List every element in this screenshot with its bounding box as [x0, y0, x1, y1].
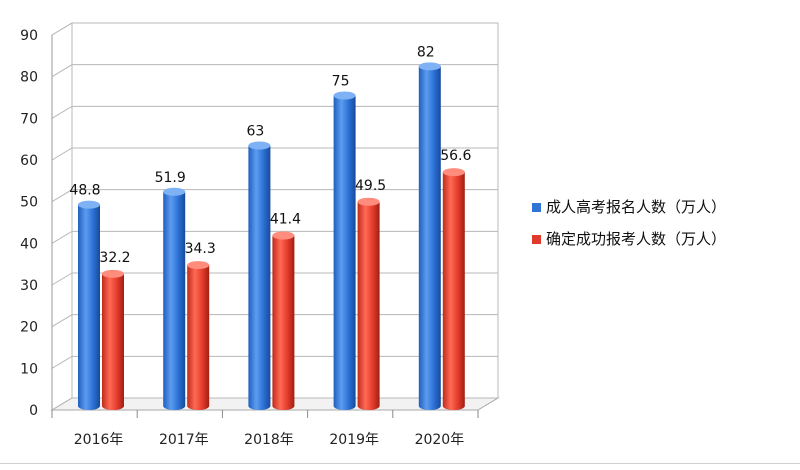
bar-body — [78, 204, 100, 410]
bar-top — [442, 168, 465, 177]
data-label: 48.8 — [69, 183, 100, 199]
data-label: 34.3 — [185, 241, 216, 257]
data-label: 82 — [417, 44, 435, 60]
bar-top — [78, 200, 100, 209]
legend-label: 确定成功报考人数（万人） — [546, 230, 726, 248]
bar-confirmed — [102, 269, 124, 410]
legend-label: 成人高考报名人数（万人） — [546, 198, 726, 216]
y-tick-label: 50 — [20, 195, 38, 211]
gridline — [51, 22, 498, 36]
y-tick-label: 70 — [20, 111, 38, 127]
x-tick-label: 2016年 — [74, 432, 124, 448]
x-tick-label: 2017年 — [159, 432, 209, 448]
data-label: 63 — [246, 124, 264, 140]
gridline — [51, 355, 498, 369]
gridline — [51, 397, 498, 411]
bar-top — [418, 62, 441, 71]
y-tick-label: 60 — [20, 153, 38, 169]
data-label: 49.5 — [355, 178, 386, 194]
bar-confirmed — [357, 197, 380, 410]
legend-swatch — [532, 203, 541, 212]
x-tick-label: 2020年 — [415, 432, 465, 448]
x-tick-label: 2019年 — [329, 432, 379, 448]
bar-registered — [248, 141, 271, 410]
bar-registered — [78, 200, 100, 410]
data-label: 51.9 — [155, 170, 186, 186]
chart-side-wall — [51, 22, 73, 411]
y-tick-label: 80 — [20, 70, 38, 86]
bar-body — [272, 235, 295, 410]
bar-body — [333, 95, 356, 410]
bar-top — [102, 269, 124, 278]
bar-registered — [333, 91, 356, 410]
bar-body — [248, 145, 271, 410]
bar-top — [187, 261, 210, 270]
bar-body — [357, 201, 380, 410]
legend-swatch — [532, 235, 541, 244]
data-label: 41.4 — [270, 212, 301, 228]
bar-confirmed — [187, 261, 210, 410]
gridline — [51, 230, 498, 244]
bar-top — [333, 91, 356, 100]
data-label: 75 — [332, 74, 350, 90]
gridline — [51, 189, 498, 203]
bar-confirmed — [442, 168, 465, 410]
bar-body — [163, 191, 186, 410]
gridline — [51, 314, 498, 328]
y-tick-label: 30 — [20, 278, 38, 294]
bar-body — [442, 172, 465, 410]
bar-top — [357, 197, 380, 206]
bar-confirmed — [272, 231, 295, 410]
bar-registered — [418, 62, 441, 410]
bar-body — [418, 66, 441, 410]
y-tick-label: 20 — [20, 320, 38, 336]
bar-registered — [163, 187, 186, 410]
y-tick-label: 90 — [20, 28, 38, 44]
gridline — [51, 272, 498, 286]
data-label: 32.2 — [99, 250, 130, 266]
bar-body — [187, 265, 210, 410]
bar-top — [163, 187, 186, 196]
bar-top — [272, 231, 295, 240]
data-label: 56.6 — [440, 148, 471, 164]
gridline — [51, 64, 498, 78]
gridline — [51, 105, 498, 119]
bottom-divider — [0, 463, 800, 464]
gridline — [51, 147, 498, 161]
y-tick-label: 10 — [20, 361, 38, 377]
y-tick-label: 0 — [29, 403, 38, 419]
bar-body — [102, 273, 124, 410]
bar-top — [248, 141, 271, 150]
x-tick-label: 2018年 — [244, 432, 294, 448]
y-tick-label: 40 — [20, 236, 38, 252]
